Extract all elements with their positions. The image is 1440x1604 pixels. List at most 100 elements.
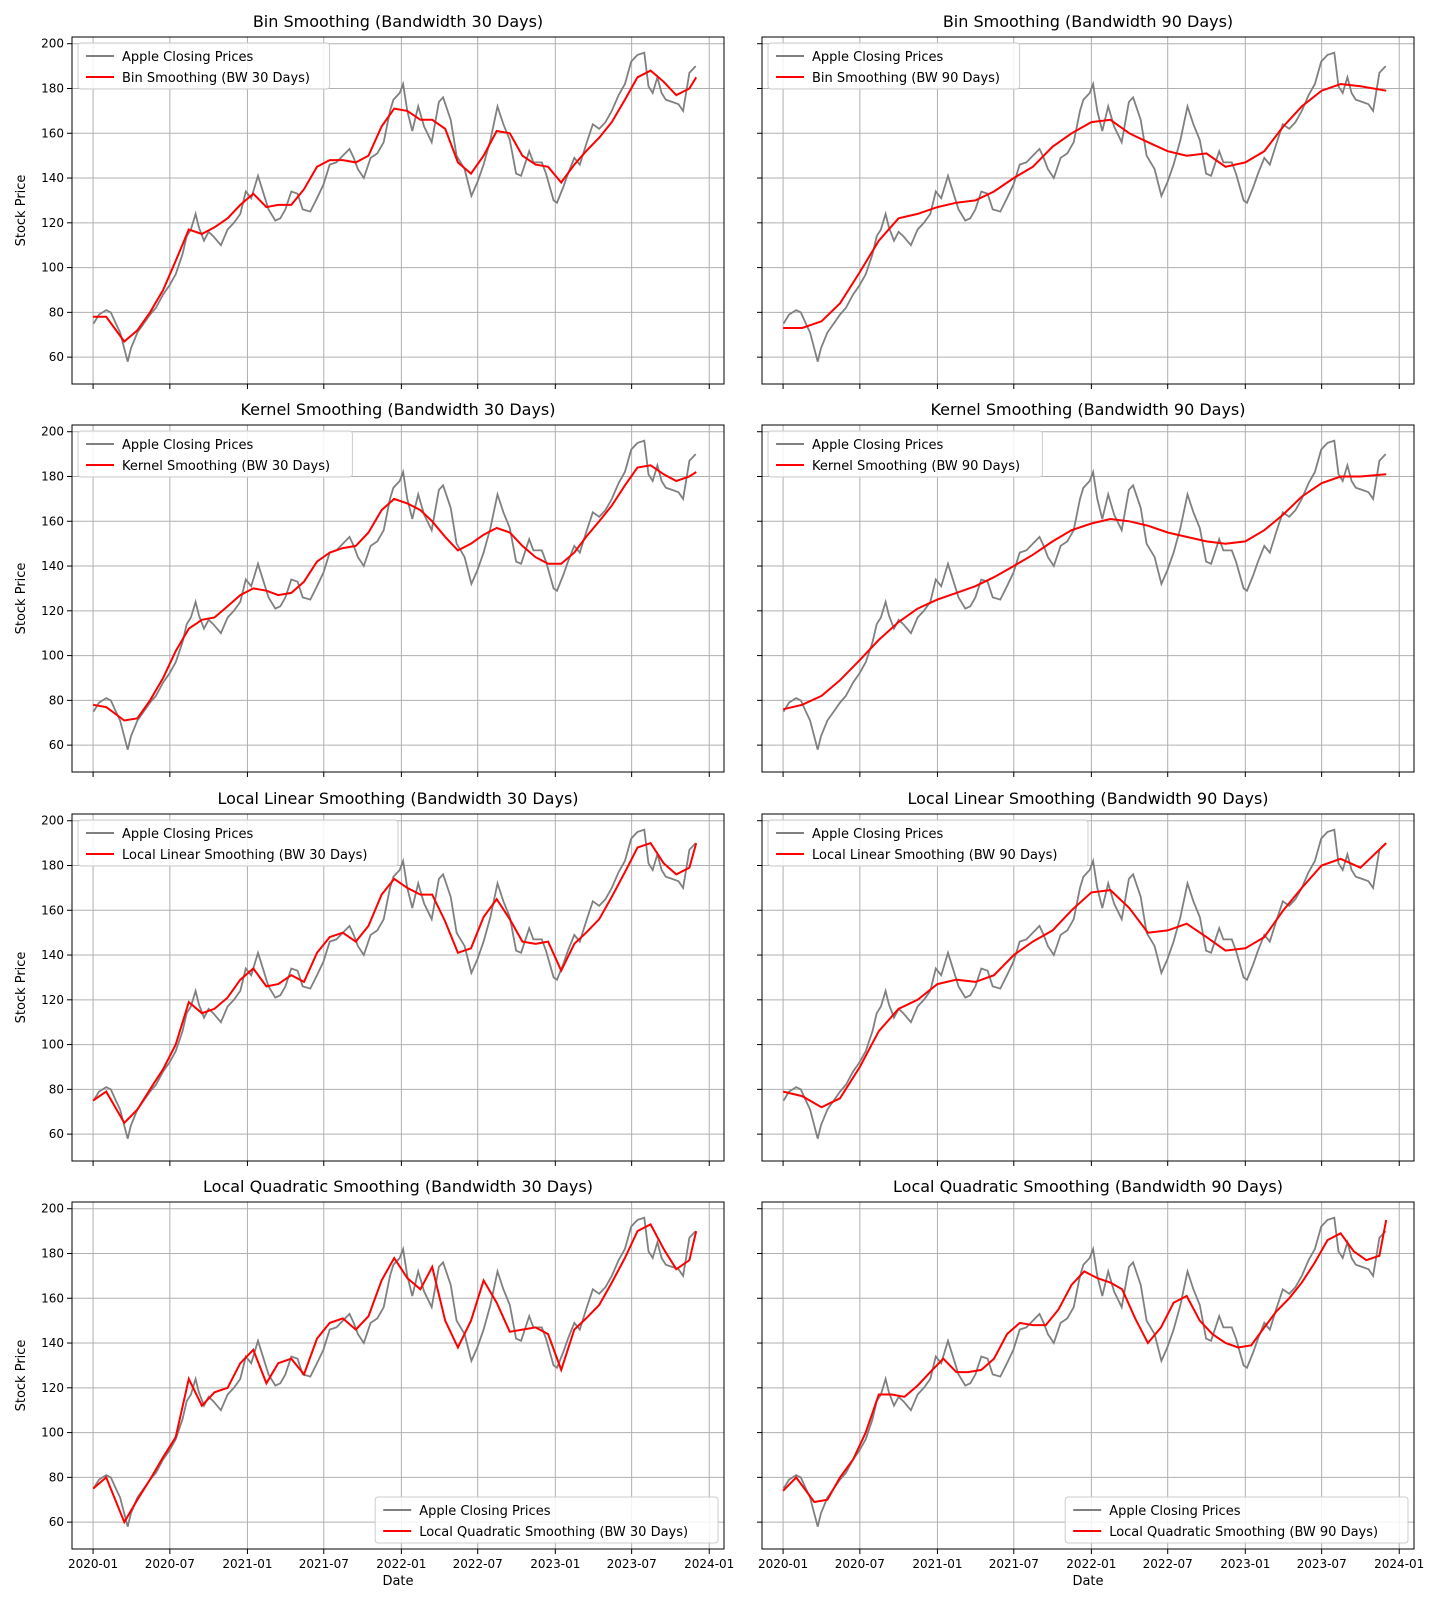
legend: Apple Closing Prices Kernel Smoothing (BW… xyxy=(77,430,353,478)
smooth-line xyxy=(782,473,1387,711)
legend-box xyxy=(374,1496,719,1544)
y-tick-label: 140 xyxy=(41,559,64,573)
subplot-title: Local Quadratic Smoothing (Bandwidth 30 … xyxy=(203,1177,593,1196)
y-tick-label: 180 xyxy=(41,469,64,483)
y-tick-label: 60 xyxy=(49,1515,64,1529)
y-tick-label: 180 xyxy=(41,1246,64,1260)
legend-label-smooth: Kernel Smoothing (BW 30 Days) xyxy=(122,459,330,474)
y-tick-label: 160 xyxy=(41,903,64,917)
x-tick-label: 2021-01 xyxy=(912,1557,962,1571)
y-tick-label: 80 xyxy=(49,1470,64,1484)
x-tick-label: 2022-01 xyxy=(376,1557,426,1571)
legend: Apple Closing Prices Local Quadratic Smoo… xyxy=(374,1496,719,1544)
y-tick-label: 180 xyxy=(41,858,64,872)
axes-frame xyxy=(71,424,725,773)
subplot-title: Bin Smoothing (Bandwidth 30 Days) xyxy=(253,12,543,31)
legend-box xyxy=(767,430,1043,478)
y-tick-label: 120 xyxy=(41,216,64,230)
legend-label-raw: Apple Closing Prices xyxy=(812,50,944,65)
x-tick-label: 2021-01 xyxy=(222,1557,272,1571)
y-tick-label: 60 xyxy=(49,738,64,752)
y-tick-label: 80 xyxy=(49,1082,64,1096)
y-tick-label: 160 xyxy=(41,126,64,140)
y-tick-label: 120 xyxy=(41,604,64,618)
x-axis-label: Date xyxy=(1072,1574,1103,1589)
smooth-line xyxy=(782,842,1387,1109)
raw-price-line xyxy=(92,439,697,750)
y-tick-label: 200 xyxy=(41,37,64,51)
x-tick-label: 2022-07 xyxy=(1143,1557,1193,1571)
y-axis-label: Stock Price xyxy=(14,175,29,247)
smooth-line xyxy=(93,69,698,343)
y-tick-label: 200 xyxy=(41,814,64,828)
y-axis-label: Stock Price xyxy=(14,952,29,1024)
legend: Apple Closing Prices Bin Smoothing (BW 30… xyxy=(77,42,331,90)
legend-label-smooth: Bin Smoothing (BW 30 Days) xyxy=(122,71,310,86)
y-tick-label: 100 xyxy=(41,1038,64,1052)
y-tick-label: 140 xyxy=(41,171,64,185)
raw-price-line xyxy=(782,1216,1387,1527)
legend-label-smooth: Local Linear Smoothing (BW 90 Days) xyxy=(812,848,1057,863)
subplot-title: Local Linear Smoothing (Bandwidth 90 Day… xyxy=(907,789,1268,808)
y-tick-label: 120 xyxy=(41,1381,64,1395)
subplot-title: Local Linear Smoothing (Bandwidth 30 Day… xyxy=(217,789,578,808)
smooth-line xyxy=(92,1223,698,1525)
x-tick-label: 2023-07 xyxy=(1297,1557,1347,1571)
y-tick-label: 100 xyxy=(41,261,64,275)
raw-price-line xyxy=(92,1216,697,1527)
subplot-title: Bin Smoothing (Bandwidth 90 Days) xyxy=(943,12,1233,31)
legend-label-smooth: Local Linear Smoothing (BW 30 Days) xyxy=(122,848,367,863)
subplot-7: 2020-01 2020-07 2021-01 2021-07 2022-01 2022-… xyxy=(14,1177,734,1589)
legend-label-smooth: Local Quadratic Smoothing (BW 30 Days) xyxy=(419,1525,688,1540)
y-tick-label: 100 xyxy=(41,649,64,663)
smooth-line xyxy=(783,82,1387,329)
legend-label-raw: Apple Closing Prices xyxy=(122,827,254,842)
legend-label-smooth: Kernel Smoothing (BW 90 Days) xyxy=(812,459,1020,474)
y-tick-label: 180 xyxy=(41,81,64,95)
x-tick-label: 2023-01 xyxy=(530,1557,580,1571)
subplot-4: Kernel Smoothing (Bandwidth 90 Days) Appl… xyxy=(757,400,1415,777)
y-tick-label: 80 xyxy=(49,305,64,319)
x-tick-label: 2021-07 xyxy=(989,1557,1039,1571)
smooth-line xyxy=(782,1219,1388,1504)
subplot-title: Local Quadratic Smoothing (Bandwidth 90 … xyxy=(893,1177,1283,1196)
legend-box xyxy=(77,42,331,90)
x-axis-label: Date xyxy=(382,1574,413,1589)
legend-box xyxy=(1064,1496,1409,1544)
raw-price-line xyxy=(782,439,1387,750)
legend-label-raw: Apple Closing Prices xyxy=(1109,1504,1241,1519)
legend-box xyxy=(767,819,1089,867)
x-tick-label: 2021-07 xyxy=(299,1557,349,1571)
x-tick-label: 2023-01 xyxy=(1220,1557,1270,1571)
legend-box xyxy=(77,430,353,478)
legend: Apple Closing Prices Kernel Smoothing (BW… xyxy=(767,430,1043,478)
axes-frame xyxy=(71,1201,725,1550)
x-tick-label: 2020-01 xyxy=(68,1557,118,1571)
legend-label-smooth: Local Quadratic Smoothing (BW 90 Days) xyxy=(1109,1525,1378,1540)
x-tick-label: 2023-07 xyxy=(607,1557,657,1571)
legend: Apple Closing Prices Local Quadratic Smoo… xyxy=(1064,1496,1409,1544)
legend-label-raw: Apple Closing Prices xyxy=(122,50,254,65)
legend: Apple Closing Prices Local Linear Smoothi… xyxy=(77,819,399,867)
y-tick-label: 200 xyxy=(41,425,64,439)
legend: Apple Closing Prices Local Linear Smoothi… xyxy=(767,819,1089,867)
legend-box xyxy=(767,42,1021,90)
legend: Apple Closing Prices Bin Smoothing (BW 90… xyxy=(767,42,1021,90)
legend-label-smooth: Bin Smoothing (BW 90 Days) xyxy=(812,71,1000,86)
axes-frame xyxy=(71,36,725,385)
subplot-2: Bin Smoothing (Bandwidth 90 Days) Apple C… xyxy=(757,12,1415,389)
subplot-3: 60 80 100 120 140 160 180 200 Kernel Smoothing (… xyxy=(14,400,725,777)
axes-frame xyxy=(71,813,725,1162)
y-axis-label: Stock Price xyxy=(14,563,29,635)
x-tick-label: 2020-01 xyxy=(758,1557,808,1571)
subplot-8: 2020-01 2020-07 2021-01 2021-07 2022-01 2022-… xyxy=(757,1177,1424,1589)
x-tick-label: 2024-01 xyxy=(684,1557,734,1571)
legend-box xyxy=(77,819,399,867)
axes-frame xyxy=(761,1201,1415,1550)
y-tick-label: 140 xyxy=(41,948,64,962)
y-tick-label: 60 xyxy=(49,1127,64,1141)
y-tick-label: 60 xyxy=(49,350,64,364)
smooth-line xyxy=(92,841,698,1125)
legend-label-raw: Apple Closing Prices xyxy=(122,438,254,453)
